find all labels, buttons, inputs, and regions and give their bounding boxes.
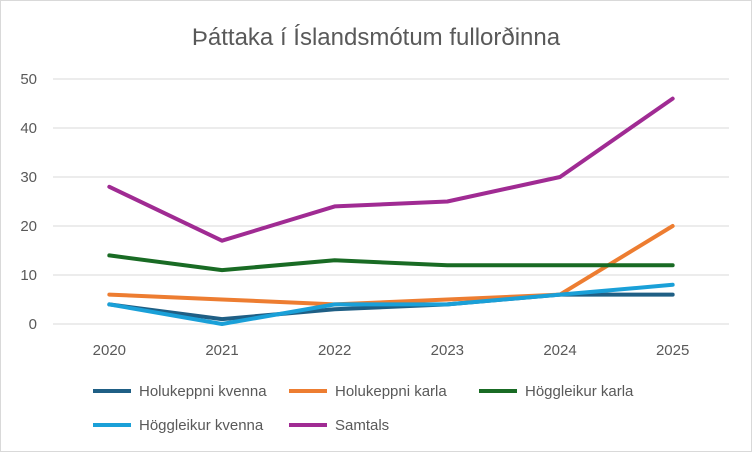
x-tick-label: 2020 — [93, 342, 126, 359]
legend-label: Höggleikur kvenna — [139, 417, 264, 434]
gridlines — [53, 78, 729, 325]
x-tick-label: 2021 — [205, 342, 238, 359]
chart-title: Þáttaka í Íslandsmótum fullorðinna — [192, 24, 561, 51]
series-line-3 — [107, 253, 675, 273]
series-lines — [107, 96, 675, 326]
y-tick-label: 0 — [29, 316, 37, 333]
x-tick-label: 2023 — [431, 342, 464, 359]
y-tick-label: 20 — [20, 218, 37, 235]
y-tick-label: 40 — [20, 120, 37, 137]
x-tick-label: 2022 — [318, 342, 351, 359]
y-axis-tick-labels: 0 10 20 30 40 50 — [20, 71, 37, 333]
legend-label: Höggleikur karla — [525, 383, 634, 400]
series-line-2 — [107, 224, 675, 307]
legend: Holukeppni kvenna Holukeppni karla Högglei… — [93, 383, 634, 434]
y-tick-label: 10 — [20, 267, 37, 284]
legend-label: Holukeppni kvenna — [139, 383, 267, 400]
series-line-4 — [107, 282, 675, 326]
legend-label: Samtals — [335, 417, 389, 434]
y-tick-label: 50 — [20, 71, 37, 88]
y-tick-label: 30 — [20, 169, 37, 186]
x-axis-tick-labels: 2020 2021 2022 2023 2024 2025 — [93, 342, 690, 359]
x-tick-label: 2024 — [543, 342, 576, 359]
legend-label: Holukeppni karla — [335, 383, 447, 400]
series-line-5 — [107, 96, 675, 243]
x-tick-label: 2025 — [656, 342, 689, 359]
